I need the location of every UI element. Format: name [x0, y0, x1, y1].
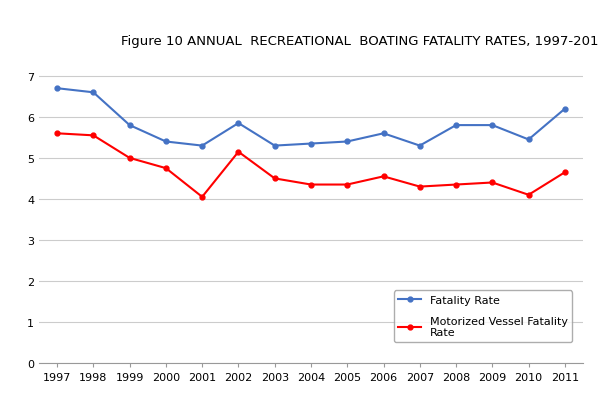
Fatality Rate — [489, 124, 496, 128]
Text: Figure 10 ANNUAL  RECREATIONAL  BOATING FATALITY RATES, 1997-2011: Figure 10 ANNUAL RECREATIONAL BOATING FA… — [121, 35, 598, 48]
Motorized Vessel Fatality
Rate — [525, 193, 532, 198]
Motorized Vessel Fatality
Rate — [235, 150, 242, 155]
Line: Motorized Vessel Fatality
Rate: Motorized Vessel Fatality Rate — [54, 132, 568, 200]
Fatality Rate — [380, 132, 387, 136]
Motorized Vessel Fatality
Rate — [344, 183, 351, 188]
Fatality Rate — [562, 107, 569, 112]
Fatality Rate — [235, 122, 242, 126]
Fatality Rate — [199, 144, 206, 149]
Fatality Rate — [126, 124, 133, 128]
Fatality Rate — [525, 138, 532, 143]
Motorized Vessel Fatality
Rate — [380, 175, 387, 179]
Fatality Rate — [90, 91, 97, 96]
Line: Fatality Rate: Fatality Rate — [54, 87, 568, 149]
Fatality Rate — [416, 144, 423, 149]
Motorized Vessel Fatality
Rate — [453, 183, 460, 188]
Motorized Vessel Fatality
Rate — [562, 171, 569, 175]
Motorized Vessel Fatality
Rate — [162, 166, 169, 171]
Motorized Vessel Fatality
Rate — [489, 181, 496, 185]
Fatality Rate — [53, 87, 60, 92]
Fatality Rate — [453, 124, 460, 128]
Legend: Fatality Rate, Motorized Vessel Fatality
Rate: Fatality Rate, Motorized Vessel Fatality… — [394, 291, 572, 342]
Fatality Rate — [162, 140, 169, 145]
Fatality Rate — [344, 140, 351, 145]
Fatality Rate — [271, 144, 278, 149]
Motorized Vessel Fatality
Rate — [90, 134, 97, 139]
Motorized Vessel Fatality
Rate — [307, 183, 315, 188]
Fatality Rate — [307, 142, 315, 147]
Motorized Vessel Fatality
Rate — [416, 185, 423, 190]
Motorized Vessel Fatality
Rate — [53, 132, 60, 136]
Motorized Vessel Fatality
Rate — [199, 195, 206, 200]
Motorized Vessel Fatality
Rate — [271, 177, 278, 181]
Motorized Vessel Fatality
Rate — [126, 156, 133, 161]
